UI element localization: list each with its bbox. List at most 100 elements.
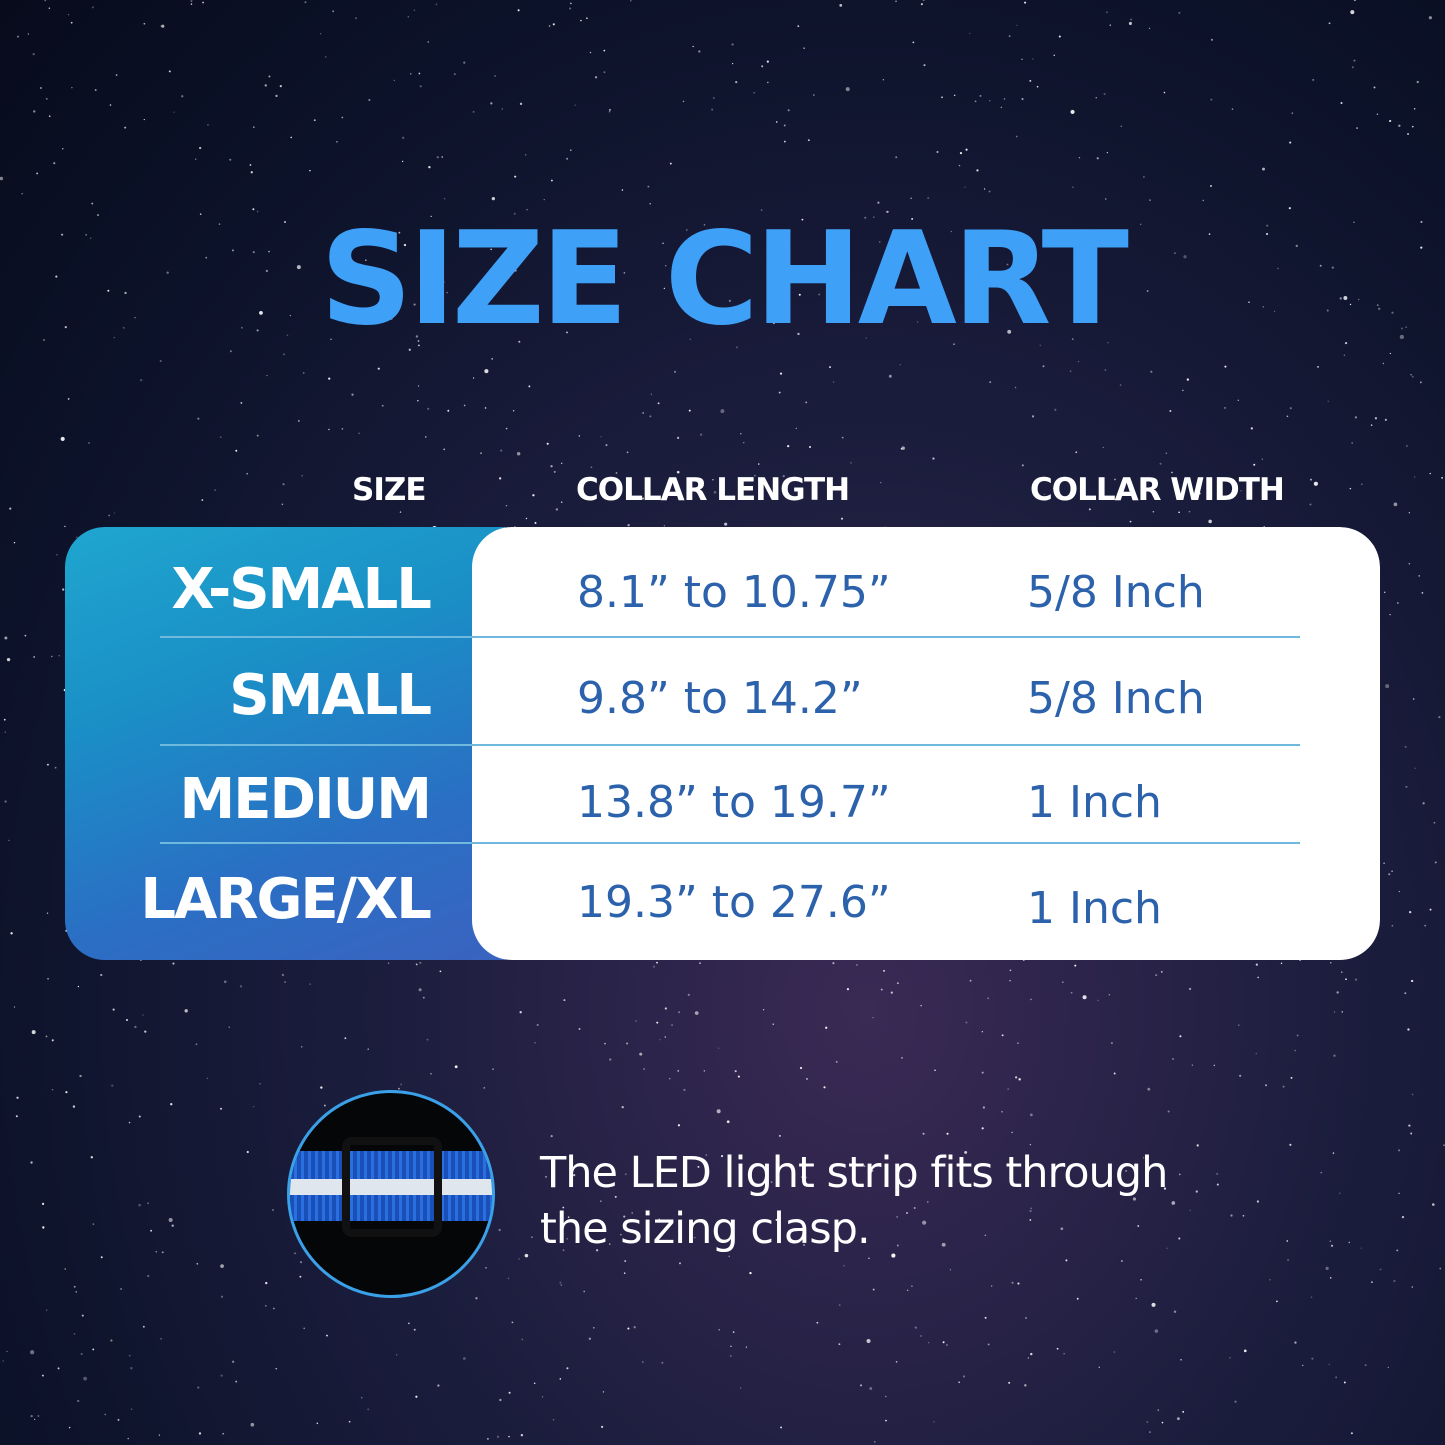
star [1027, 1357, 1029, 1359]
star [1009, 969, 1012, 972]
star [1062, 981, 1064, 983]
star [4, 731, 7, 733]
collar-clasp-photo [287, 1090, 495, 1298]
star [168, 1217, 173, 1223]
star [51, 1088, 54, 1091]
star [1296, 1034, 1299, 1037]
star [425, 436, 427, 438]
star [1155, 974, 1158, 977]
star [958, 164, 961, 167]
star [731, 62, 734, 65]
star [348, 1420, 351, 1423]
header-collar-width: COLLAR WIDTH [1030, 472, 1285, 508]
star [928, 1342, 930, 1344]
star [718, 1329, 720, 1331]
star [832, 962, 835, 965]
star [393, 79, 395, 82]
star [447, 409, 450, 412]
star [1411, 125, 1414, 128]
star [281, 503, 284, 506]
star [896, 1215, 899, 1218]
star [730, 1345, 732, 1347]
star [1098, 1366, 1101, 1369]
star [920, 1004, 922, 1007]
star [1393, 502, 1398, 507]
star [70, 21, 73, 24]
collar-width: 1 Inch [1027, 777, 1162, 828]
star [762, 1009, 765, 1011]
star [1416, 80, 1419, 84]
star [320, 1086, 323, 1089]
star [1009, 979, 1011, 982]
star [964, 1150, 968, 1154]
star [54, 766, 57, 769]
star [252, 1106, 255, 1108]
star [835, 1060, 838, 1063]
star [390, 317, 393, 320]
star [325, 56, 327, 58]
star [969, 979, 972, 982]
star [780, 1426, 783, 1429]
star [128, 1121, 131, 1124]
star [524, 153, 527, 156]
star [1173, 1310, 1177, 1313]
star [946, 1132, 949, 1135]
star [1109, 24, 1111, 26]
star [24, 634, 27, 637]
star [381, 404, 384, 407]
star [505, 504, 508, 507]
star [139, 379, 143, 382]
star [1399, 334, 1404, 339]
star [559, 1281, 562, 1284]
star [698, 50, 701, 53]
star [8, 839, 10, 842]
star [408, 348, 411, 351]
star [283, 353, 285, 356]
star [1238, 1024, 1240, 1026]
star [1335, 1376, 1338, 1379]
size-label: LARGE/XL [140, 867, 432, 932]
star [604, 1042, 606, 1045]
star [491, 358, 493, 360]
star [589, 51, 592, 54]
star [266, 374, 268, 377]
star [41, 1374, 44, 1377]
star [487, 1437, 489, 1440]
star [115, 74, 118, 76]
star [615, 472, 618, 474]
star [588, 1337, 592, 1340]
star [158, 1434, 161, 1436]
star [1329, 1277, 1332, 1279]
star [877, 201, 880, 204]
star [1294, 1341, 1297, 1344]
star [1021, 97, 1024, 101]
star [1354, 978, 1358, 981]
star [355, 17, 358, 20]
star [443, 281, 445, 283]
star [562, 1249, 565, 1252]
star [271, 1208, 275, 1212]
star [1405, 444, 1408, 447]
star [728, 1255, 730, 1257]
star [926, 1201, 929, 1203]
star [778, 1134, 781, 1137]
star [677, 436, 680, 439]
star [566, 1237, 569, 1240]
star [1216, 1183, 1219, 1186]
star [272, 1307, 275, 1310]
star [1137, 1225, 1140, 1227]
star [1295, 244, 1298, 248]
star [570, 149, 572, 151]
star [797, 332, 800, 336]
star [1058, 35, 1061, 38]
star [138, 1115, 141, 1118]
star [1078, 157, 1081, 159]
star [1165, 452, 1167, 454]
row-divider [160, 842, 1300, 844]
star [1412, 698, 1415, 700]
star [984, 297, 988, 300]
star [265, 1305, 267, 1307]
star [1188, 987, 1192, 991]
star [498, 1228, 501, 1232]
star [826, 272, 829, 275]
